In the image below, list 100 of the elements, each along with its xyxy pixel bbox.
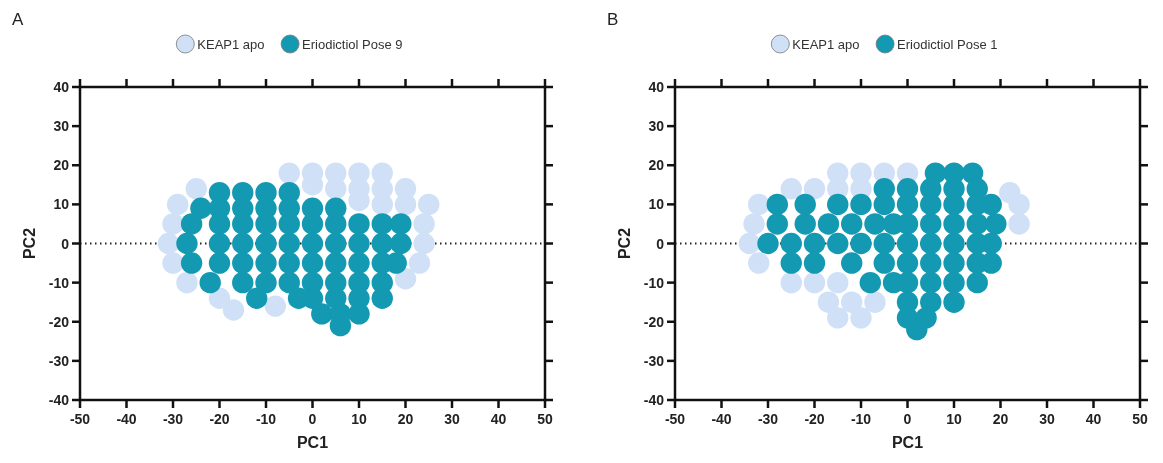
point <box>390 213 412 235</box>
x-tick-label: -50 <box>69 411 91 427</box>
point <box>166 193 189 216</box>
point <box>394 268 417 290</box>
x-tick-label: 30 <box>1039 411 1055 427</box>
x-tick-label: 40 <box>490 411 507 427</box>
y-tick-label: -40 <box>643 392 665 408</box>
y-tick-label: -30 <box>48 352 70 369</box>
point <box>371 232 393 255</box>
point <box>371 287 393 309</box>
point <box>408 252 431 274</box>
point <box>738 232 761 255</box>
point <box>232 213 254 235</box>
y-tick-label: -10 <box>48 274 70 291</box>
point <box>325 178 347 200</box>
point <box>1008 193 1030 216</box>
point <box>748 193 770 216</box>
x-tick-label: 50 <box>1132 411 1148 427</box>
point <box>176 232 198 255</box>
point <box>185 178 207 200</box>
point <box>348 232 370 255</box>
point <box>780 271 802 294</box>
text: B <box>607 10 619 29</box>
point <box>255 213 277 235</box>
x-tick-label: -40 <box>711 411 732 427</box>
point <box>743 213 765 235</box>
point <box>278 252 300 274</box>
point <box>278 271 300 294</box>
point <box>311 303 333 325</box>
x-tick-label: 0 <box>308 411 317 427</box>
point <box>348 213 370 235</box>
x-tick-label: -40 <box>116 411 137 427</box>
x-tick-label: -10 <box>255 411 277 427</box>
y-tick-label: 0 <box>656 235 665 252</box>
point <box>748 252 770 274</box>
point <box>301 252 324 274</box>
point <box>418 193 440 216</box>
y-tick-label: 40 <box>648 79 665 95</box>
point <box>1008 213 1030 235</box>
point <box>180 252 203 274</box>
point <box>208 213 231 235</box>
point <box>255 232 277 255</box>
point <box>162 213 184 235</box>
point <box>255 271 277 294</box>
point <box>278 162 300 184</box>
x-tick-label: 50 <box>537 411 553 427</box>
point <box>325 252 347 274</box>
point <box>413 232 435 255</box>
point <box>278 213 300 235</box>
point <box>208 232 231 255</box>
x-tick-label: 20 <box>397 411 414 427</box>
point <box>199 271 221 294</box>
y-tick-label: 40 <box>53 79 70 95</box>
legend-label: Eriodictiol Pose 1 <box>897 37 998 52</box>
x-tick-label: -30 <box>757 411 779 427</box>
point <box>232 252 254 274</box>
y-tick-label: -20 <box>643 313 665 330</box>
point <box>850 307 872 329</box>
x-tick-label: -50 <box>664 411 686 427</box>
y-tick-label: -30 <box>643 352 665 369</box>
x-tick-label: -10 <box>850 411 872 427</box>
x-tick-label: 10 <box>946 411 962 427</box>
point <box>180 213 203 235</box>
text: A <box>12 10 24 29</box>
point <box>348 252 370 274</box>
y-tick-label: 10 <box>648 196 665 213</box>
point <box>827 307 849 329</box>
point <box>325 232 347 255</box>
point <box>176 271 198 294</box>
y-tick-label: -10 <box>643 274 665 291</box>
point <box>255 252 277 274</box>
y-tick-label: 30 <box>53 118 70 135</box>
x-tick-label: 10 <box>351 411 367 427</box>
point <box>232 271 254 294</box>
point <box>413 213 435 235</box>
point <box>246 287 268 309</box>
point <box>841 291 863 313</box>
point <box>817 291 840 313</box>
y-tick-label: 10 <box>53 196 70 213</box>
y-tick-label: 0 <box>61 235 70 252</box>
point <box>301 232 324 255</box>
point <box>827 271 849 294</box>
point <box>864 291 886 313</box>
x-tick-label: 30 <box>444 411 460 427</box>
point <box>232 232 254 255</box>
x-axis-title: PC1 <box>891 434 924 451</box>
x-tick-label: -20 <box>804 411 825 427</box>
y-tick-label: -20 <box>48 313 70 330</box>
y-tick-label: 20 <box>648 157 665 174</box>
point <box>371 193 393 216</box>
x-tick-label: -20 <box>209 411 230 427</box>
x-tick-label: 0 <box>903 411 912 427</box>
y-tick-label: 20 <box>53 157 70 174</box>
point <box>264 295 286 317</box>
point <box>278 232 300 255</box>
point <box>325 213 347 235</box>
y-tick-label: 30 <box>648 118 665 135</box>
legend-label: Eriodictiol Pose 9 <box>302 37 403 52</box>
point <box>222 299 245 321</box>
legend-label: KEAP1 apo <box>197 37 265 52</box>
